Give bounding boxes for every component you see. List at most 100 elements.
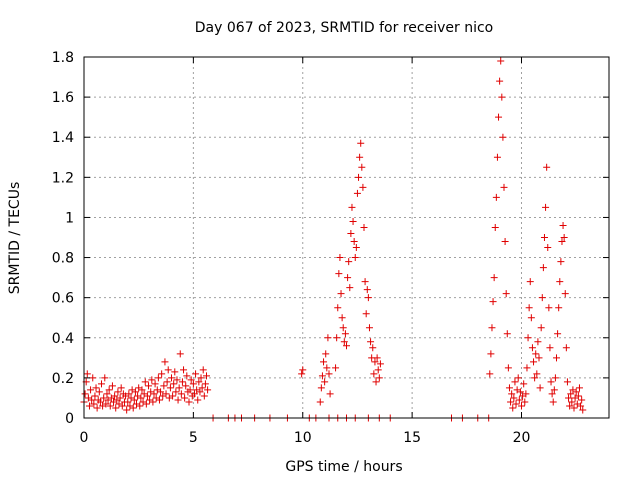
data-point xyxy=(528,344,536,352)
y-tick-label: 0 xyxy=(65,411,74,427)
data-point xyxy=(181,394,189,402)
data-point xyxy=(557,258,565,266)
data-point xyxy=(199,366,207,374)
data-point xyxy=(163,378,171,386)
data-point xyxy=(138,386,146,394)
data-point xyxy=(157,388,165,396)
data-point xyxy=(83,370,91,378)
data-point xyxy=(553,354,560,362)
data-point xyxy=(317,384,325,392)
x-tick-label: 10 xyxy=(294,430,312,446)
data-point xyxy=(523,364,531,372)
data-point xyxy=(154,374,162,382)
data-point xyxy=(361,278,369,286)
data-point xyxy=(185,398,193,406)
data-point xyxy=(142,400,150,408)
data-point xyxy=(299,366,307,374)
data-point xyxy=(116,394,124,402)
data-point xyxy=(563,378,571,386)
data-point xyxy=(322,350,330,358)
data-point xyxy=(118,402,126,410)
data-point xyxy=(505,384,513,392)
data-point xyxy=(356,153,364,161)
data-point xyxy=(533,370,541,378)
data-point xyxy=(326,390,334,398)
data-point xyxy=(124,398,132,406)
data-point xyxy=(89,374,97,382)
data-point xyxy=(129,404,137,412)
data-point xyxy=(324,334,332,342)
data-point xyxy=(512,400,520,408)
data-point xyxy=(186,386,194,394)
data-point xyxy=(136,402,144,410)
data-point xyxy=(168,374,175,382)
data-point xyxy=(141,378,149,386)
data-point xyxy=(496,77,504,85)
data-point xyxy=(345,258,353,266)
data-point xyxy=(555,304,563,312)
data-point xyxy=(488,324,496,332)
data-point xyxy=(542,203,550,211)
data-point xyxy=(500,183,508,191)
data-point xyxy=(155,396,163,404)
data-point xyxy=(544,244,552,252)
data-point xyxy=(161,358,169,366)
data-point xyxy=(554,330,562,338)
data-point xyxy=(355,173,363,181)
data-point xyxy=(192,370,200,378)
data-point xyxy=(339,324,347,332)
data-point xyxy=(556,278,564,286)
data-point xyxy=(102,400,110,408)
data-point xyxy=(495,113,503,121)
data-point xyxy=(137,394,145,402)
data-point xyxy=(562,344,570,352)
data-point xyxy=(117,384,125,392)
data-point xyxy=(130,396,138,404)
data-point xyxy=(524,334,532,342)
data-point xyxy=(93,404,101,412)
data-point xyxy=(370,370,378,378)
data-point xyxy=(182,382,190,390)
data-point xyxy=(112,404,120,412)
y-tick-label: 1 xyxy=(65,210,74,226)
data-point xyxy=(534,338,542,346)
data-point xyxy=(516,388,524,396)
x-axis-label: GPS time / hours xyxy=(285,459,402,475)
data-point xyxy=(501,238,509,246)
data-point xyxy=(344,274,352,282)
data-point xyxy=(174,396,182,404)
data-point xyxy=(520,380,528,388)
data-point xyxy=(492,193,500,201)
data-point xyxy=(204,386,212,394)
data-point xyxy=(561,290,569,298)
data-point xyxy=(525,304,533,312)
data-point xyxy=(376,360,384,368)
data-point xyxy=(548,390,556,398)
data-point xyxy=(194,396,202,404)
data-point xyxy=(351,254,359,262)
data-point xyxy=(574,392,582,400)
data-points xyxy=(80,57,587,422)
x-tick-label: 0 xyxy=(80,430,89,446)
data-point xyxy=(360,223,368,231)
data-point xyxy=(567,390,575,398)
data-point xyxy=(169,392,177,400)
data-point xyxy=(346,284,354,292)
y-tick-label: 1.6 xyxy=(52,90,74,106)
data-point xyxy=(340,338,348,346)
data-point xyxy=(125,390,133,398)
data-point xyxy=(349,217,357,225)
chart-title: Day 067 of 2023, SRMTID for receiver nic… xyxy=(195,20,493,36)
data-point xyxy=(359,183,367,191)
data-point xyxy=(316,398,324,406)
data-point xyxy=(510,394,518,402)
data-point xyxy=(565,394,573,402)
data-point xyxy=(87,386,95,394)
data-point xyxy=(166,384,174,392)
y-tick-label: 0.8 xyxy=(52,251,74,267)
data-point xyxy=(498,93,506,101)
data-point xyxy=(180,366,188,374)
data-point xyxy=(143,392,151,400)
y-tick-label: 0.4 xyxy=(52,331,74,347)
data-point xyxy=(364,294,372,302)
